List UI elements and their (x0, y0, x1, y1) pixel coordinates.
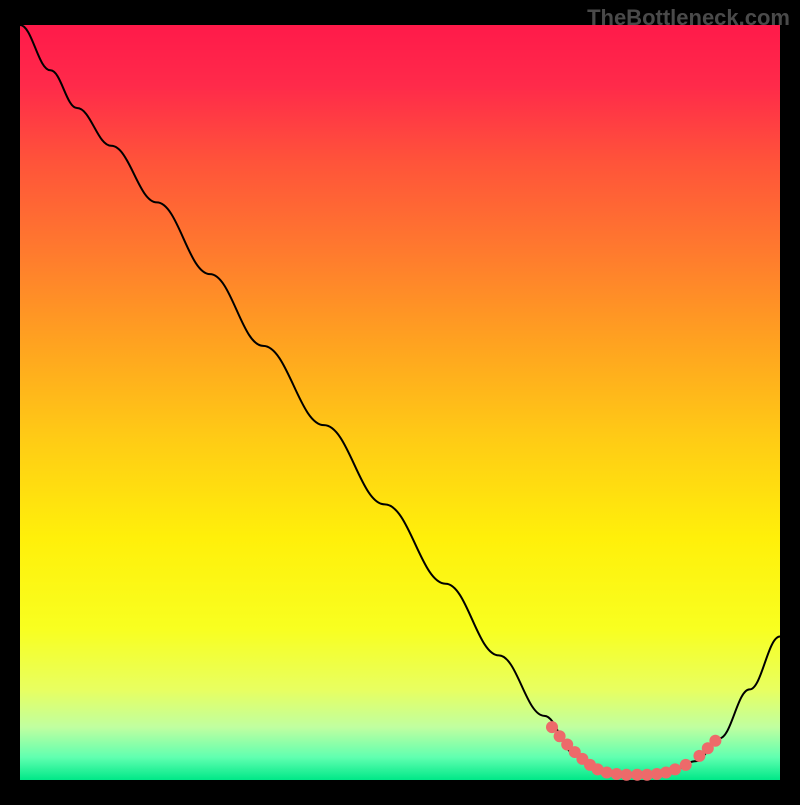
watermark-text: TheBottleneck.com (587, 5, 790, 31)
bottleneck-chart: TheBottleneck.com (0, 0, 800, 800)
marker-point (620, 769, 632, 781)
plot-background (20, 25, 780, 780)
marker-point (680, 759, 692, 771)
chart-svg (0, 0, 800, 800)
marker-point (709, 735, 721, 747)
marker-point (669, 763, 681, 775)
